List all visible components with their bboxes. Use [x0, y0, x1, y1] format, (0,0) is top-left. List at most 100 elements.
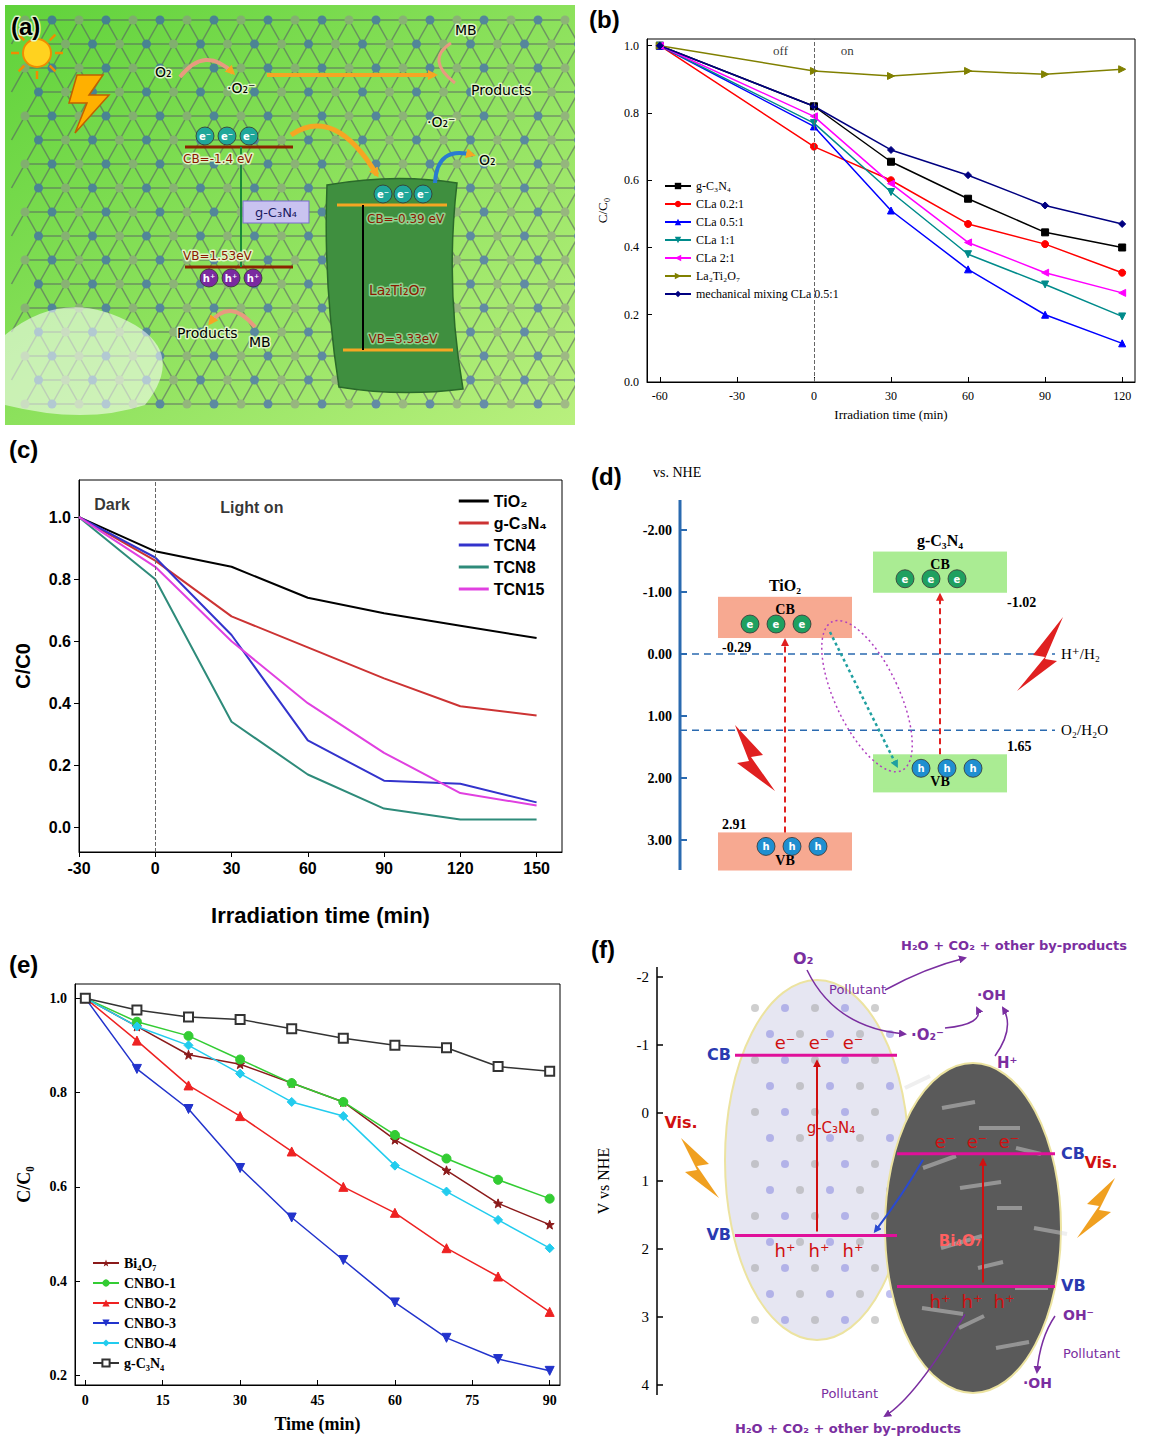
svg-text:Products: Products	[177, 325, 237, 341]
svg-text:0: 0	[151, 860, 160, 877]
svg-text:h⁺: h⁺	[203, 273, 215, 284]
svg-text:h⁺: h⁺	[930, 1291, 951, 1312]
svg-text:Irradiation time (min): Irradiation time (min)	[834, 407, 947, 422]
svg-text:CNBO-4: CNBO-4	[124, 1336, 176, 1351]
svg-text:mechanical mixing CLa 0.5:1: mechanical mixing CLa 0.5:1	[696, 287, 839, 301]
svg-text:0.4: 0.4	[50, 1274, 68, 1289]
svg-text:h: h	[917, 763, 924, 774]
svg-text:3.00: 3.00	[648, 833, 673, 848]
svg-text:O₂: O₂	[155, 64, 172, 80]
svg-text:CNBO-1: CNBO-1	[124, 1276, 176, 1291]
svg-text:TCN4: TCN4	[494, 537, 536, 554]
svg-text:Vis.: Vis.	[1084, 1153, 1117, 1172]
svg-text:g-C₃N₄: g-C₃N₄	[696, 179, 731, 193]
svg-text:Bi₄O₇: Bi₄O₇	[124, 1256, 157, 1271]
svg-text:75: 75	[465, 1393, 479, 1408]
svg-text:e⁻: e⁻	[397, 189, 409, 200]
svg-text:C/C₀: C/C₀	[595, 198, 610, 224]
svg-text:O₂: O₂	[479, 152, 496, 168]
svg-text:0.6: 0.6	[50, 1179, 68, 1194]
svg-text:60: 60	[962, 389, 974, 403]
svg-text:CLa 0.2:1: CLa 0.2:1	[696, 197, 744, 211]
svg-text:on: on	[841, 43, 855, 58]
svg-text:0.8: 0.8	[624, 106, 639, 120]
svg-text:VB: VB	[706, 1225, 731, 1244]
svg-text:1.0: 1.0	[50, 991, 68, 1006]
svg-text:·O₂⁻: ·O₂⁻	[911, 1026, 944, 1044]
svg-text:CNBO-3: CNBO-3	[124, 1316, 176, 1331]
svg-text:e⁻: e⁻	[809, 1032, 830, 1053]
svg-text:e: e	[799, 619, 806, 630]
svg-text:VB=1.53eV: VB=1.53eV	[183, 249, 253, 263]
svg-text:La₂Ti₂O₇: La₂Ti₂O₇	[369, 282, 425, 298]
svg-text:e⁻: e⁻	[843, 1032, 864, 1053]
svg-text:-30: -30	[729, 389, 745, 403]
svg-text:0: 0	[82, 1393, 89, 1408]
svg-text:0.8: 0.8	[49, 571, 71, 588]
svg-text:(a): (a)	[11, 13, 40, 40]
svg-text:TCN15: TCN15	[494, 581, 545, 598]
svg-text:e⁻: e⁻	[999, 1131, 1020, 1152]
svg-text:0.4: 0.4	[49, 695, 71, 712]
svg-text:e⁻: e⁻	[243, 131, 255, 142]
svg-text:VB: VB	[1061, 1276, 1086, 1295]
svg-text:-60: -60	[652, 389, 668, 403]
svg-text:off: off	[773, 43, 789, 58]
svg-text:0.0: 0.0	[624, 375, 639, 389]
svg-text:·O₂⁻: ·O₂⁻	[427, 114, 455, 130]
svg-text:1.00: 1.00	[648, 709, 673, 724]
svg-text:0.00: 0.00	[648, 647, 673, 662]
svg-text:(e): (e)	[9, 951, 38, 978]
svg-text:·OH: ·OH	[1023, 1375, 1052, 1391]
svg-text:h: h	[943, 763, 950, 774]
svg-text:TiO₂: TiO₂	[769, 577, 801, 594]
svg-text:(c): (c)	[9, 436, 38, 463]
svg-text:e: e	[928, 574, 935, 585]
svg-text:e: e	[747, 619, 754, 630]
svg-text:-1: -1	[637, 1037, 650, 1053]
svg-text:O₂/H₂O: O₂/H₂O	[1061, 722, 1108, 738]
svg-text:90: 90	[543, 1393, 557, 1408]
svg-text:90: 90	[375, 860, 393, 877]
svg-text:-0.29: -0.29	[722, 640, 751, 655]
svg-text:h⁺: h⁺	[775, 1240, 796, 1261]
svg-text:1.65: 1.65	[1007, 739, 1032, 754]
svg-text:g-C₃N₄: g-C₃N₄	[807, 1119, 856, 1137]
svg-text:Pollutant: Pollutant	[1063, 1346, 1120, 1361]
svg-text:0.8: 0.8	[50, 1085, 68, 1100]
svg-text:g-C₃N₄: g-C₃N₄	[255, 205, 297, 220]
svg-text:0.0: 0.0	[49, 819, 71, 836]
svg-text:120: 120	[1113, 389, 1131, 403]
svg-text:0.2: 0.2	[624, 308, 639, 322]
svg-text:VB=3.33eV: VB=3.33eV	[369, 332, 439, 346]
svg-text:2.91: 2.91	[722, 817, 747, 832]
svg-text:Pollutant: Pollutant	[821, 1386, 878, 1401]
svg-text:H⁺: H⁺	[997, 1054, 1017, 1072]
svg-text:e: e	[902, 574, 909, 585]
svg-text:-1.02: -1.02	[1007, 595, 1036, 610]
svg-text:e⁻: e⁻	[935, 1131, 956, 1152]
svg-text:e⁻: e⁻	[417, 189, 429, 200]
svg-text:h: h	[788, 841, 795, 852]
svg-text:-2: -2	[637, 969, 650, 985]
svg-text:e⁻: e⁻	[967, 1131, 988, 1152]
svg-text:1.0: 1.0	[624, 39, 639, 53]
svg-text:15: 15	[156, 1393, 170, 1408]
svg-text:(f): (f)	[591, 936, 615, 963]
svg-text:H₂O + CO₂ + other by-products: H₂O + CO₂ + other by-products	[901, 938, 1127, 953]
svg-text:h⁺: h⁺	[962, 1291, 983, 1312]
svg-text:La₂Ti₂O₇: La₂Ti₂O₇	[696, 269, 740, 283]
svg-text:C/C₀: C/C₀	[14, 1166, 34, 1202]
svg-text:Products: Products	[471, 82, 531, 98]
svg-text:30: 30	[223, 860, 241, 877]
svg-text:vs. NHE: vs. NHE	[653, 465, 701, 480]
svg-text:Pollutant: Pollutant	[829, 982, 886, 997]
svg-text:1: 1	[642, 1173, 650, 1189]
svg-text:30: 30	[233, 1393, 247, 1408]
svg-text:O₂: O₂	[793, 949, 814, 968]
svg-text:2.00: 2.00	[648, 771, 673, 786]
svg-text:e⁻: e⁻	[775, 1032, 796, 1053]
svg-text:V vs NHE: V vs NHE	[595, 1148, 612, 1214]
svg-text:MB: MB	[455, 22, 477, 38]
svg-text:CB=-1.4 eV: CB=-1.4 eV	[183, 152, 253, 166]
